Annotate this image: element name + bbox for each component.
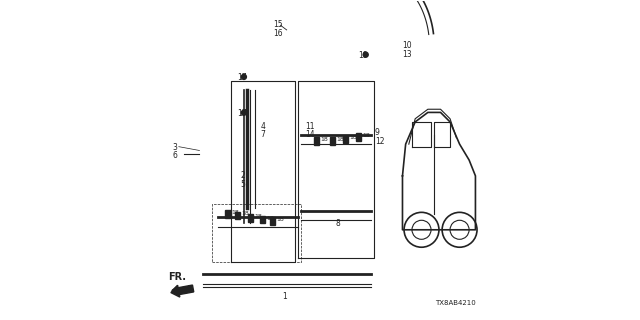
Bar [343, 136, 348, 143]
Bar [248, 214, 253, 221]
Text: FR.: FR. [175, 283, 193, 293]
Circle shape [241, 74, 246, 79]
Text: 9: 9 [375, 128, 380, 137]
Text: 18: 18 [337, 137, 344, 142]
Bar [270, 217, 275, 225]
Bar [225, 210, 230, 218]
Text: 17: 17 [237, 109, 246, 118]
Text: 8: 8 [336, 219, 340, 228]
Text: 12: 12 [375, 137, 385, 146]
Text: 18: 18 [232, 210, 239, 215]
Text: 2: 2 [241, 171, 246, 180]
Bar [356, 133, 360, 141]
Text: 14: 14 [305, 131, 315, 140]
Text: 17: 17 [237, 73, 246, 82]
Text: 18: 18 [267, 216, 275, 220]
Text: 3: 3 [172, 142, 177, 152]
Text: 18: 18 [276, 217, 284, 222]
Bar [260, 216, 266, 223]
Circle shape [363, 52, 368, 57]
Text: 4: 4 [260, 122, 266, 131]
Text: 18: 18 [349, 135, 357, 140]
Circle shape [241, 110, 246, 115]
Text: 6: 6 [172, 151, 177, 160]
Text: 18: 18 [241, 212, 249, 216]
Text: 11: 11 [305, 122, 315, 131]
Text: 19: 19 [358, 51, 368, 60]
Text: FR.: FR. [168, 272, 186, 282]
Text: TX8AB4210: TX8AB4210 [435, 300, 476, 306]
Text: 18: 18 [362, 133, 370, 138]
Bar [330, 137, 335, 145]
Text: 16: 16 [273, 29, 283, 38]
Text: 15: 15 [273, 20, 283, 29]
Text: 7: 7 [260, 131, 266, 140]
Text: 18: 18 [254, 214, 262, 219]
FancyArrow shape [171, 285, 194, 297]
Text: 5: 5 [241, 180, 246, 189]
Text: 13: 13 [403, 50, 412, 59]
Bar [314, 137, 319, 145]
Text: 18: 18 [321, 137, 328, 142]
Text: 1: 1 [282, 292, 287, 301]
Bar [235, 212, 240, 219]
Text: 10: 10 [403, 41, 412, 50]
